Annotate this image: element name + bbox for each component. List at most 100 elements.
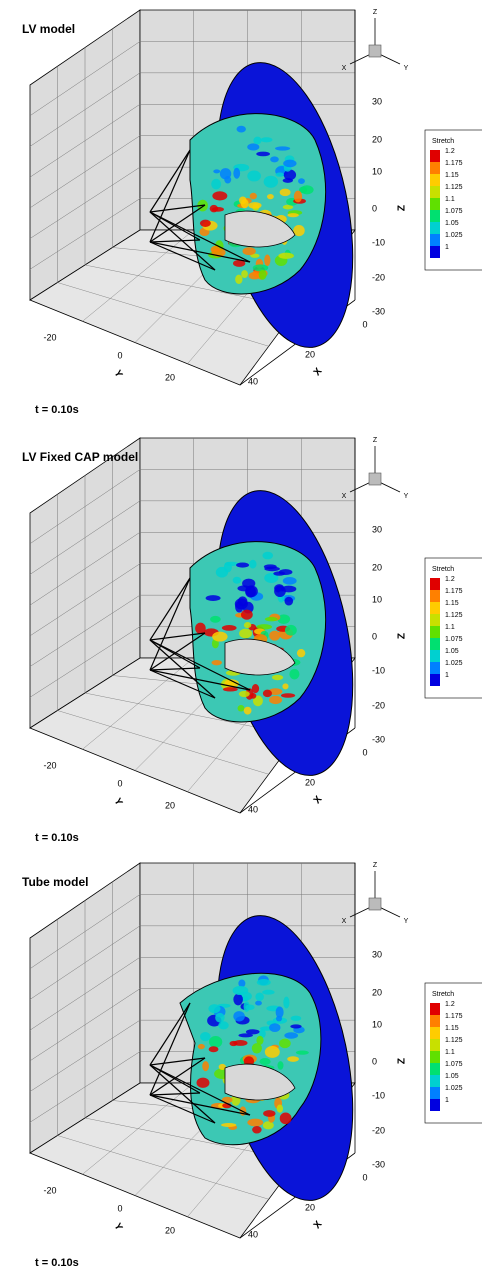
legend-label: 1.075 <box>445 208 463 215</box>
stretch-patch <box>239 691 250 697</box>
legend-swatch <box>430 674 440 686</box>
stretch-patch <box>237 126 246 133</box>
stretch-patch <box>237 585 250 591</box>
y-tick-label: 20 <box>165 372 175 382</box>
x-axis-label: X <box>312 1219 325 1231</box>
legend-swatch <box>430 1087 440 1099</box>
stretch-patch <box>252 1126 262 1134</box>
legend-swatch <box>430 1051 440 1063</box>
legend-swatch <box>430 638 440 650</box>
stretch-patch <box>298 178 305 184</box>
y-tick-label: 20 <box>165 800 175 810</box>
y-tick-label: -20 <box>43 332 56 342</box>
stretch-patch <box>245 1004 254 1010</box>
x-tick-label: 40 <box>248 1229 258 1239</box>
stretch-patch <box>221 1123 236 1127</box>
stretch-patch <box>200 220 211 227</box>
z-tick-label: 20 <box>372 987 382 997</box>
legend-swatch <box>430 198 440 210</box>
z-tick-label: -10 <box>372 1090 385 1100</box>
x-tick-label: 20 <box>305 349 315 359</box>
stretch-patch <box>261 137 273 142</box>
stretch-patch <box>253 137 261 145</box>
y-tick-label: -20 <box>43 1185 56 1195</box>
stretch-patch <box>244 622 251 628</box>
z-tick-label: 0 <box>372 631 377 641</box>
stretch-patch <box>212 207 224 212</box>
stretch-patch <box>276 1016 282 1022</box>
stretch-patch <box>212 191 227 200</box>
stretch-patch <box>287 213 298 217</box>
legend-swatch <box>430 662 440 674</box>
legend-swatch <box>430 590 440 602</box>
time-label: t = 0.10s <box>35 404 79 416</box>
triad-label: Y <box>404 493 409 500</box>
stretch-patch <box>275 146 290 150</box>
legend-label: 1.15 <box>445 600 459 607</box>
legend-swatch <box>430 578 440 590</box>
stretch-patch <box>210 616 221 623</box>
triad-label: X <box>342 493 347 500</box>
stretch-patch <box>269 631 280 641</box>
triad-label: Z <box>373 9 378 16</box>
stretch-patch <box>235 275 242 284</box>
legend-label: 1.125 <box>445 1037 463 1044</box>
legend-label: 1.075 <box>445 1061 463 1068</box>
legend-label: 1.05 <box>445 648 459 655</box>
stretch-patch <box>274 586 286 597</box>
stretch-patch <box>209 1046 219 1052</box>
z-axis-label: Z <box>397 1058 408 1064</box>
stretch-patch <box>238 1033 253 1037</box>
stretch-patch <box>198 1044 205 1049</box>
legend-label: 1 <box>445 244 449 251</box>
triad-cube <box>369 898 381 910</box>
stretch-patch <box>247 171 261 182</box>
stretch-patch <box>233 994 243 1006</box>
z-tick-label: -20 <box>372 1125 385 1135</box>
y-tick-label: 20 <box>165 1225 175 1235</box>
legend-label: 1.025 <box>445 660 463 667</box>
triad-label: Y <box>404 65 409 72</box>
triad-label: Z <box>373 862 378 869</box>
z-tick-label: 20 <box>372 562 382 572</box>
stretch-patch <box>283 178 293 183</box>
stretch-patch <box>285 597 294 606</box>
stretch-patch <box>263 1121 274 1129</box>
time-label: t = 0.10s <box>35 1257 79 1269</box>
z-tick-label: -20 <box>372 272 385 282</box>
stretch-patch <box>195 623 206 634</box>
legend-swatch <box>430 210 440 222</box>
stretch-patch <box>255 1001 262 1006</box>
stretch-patch <box>242 247 255 255</box>
stretch-patch <box>247 1119 263 1127</box>
stretch-patch <box>259 270 267 280</box>
legend-title: Stretch <box>432 566 454 573</box>
x-tick-label: 0 <box>362 319 367 329</box>
stretch-patch <box>294 191 302 203</box>
stretch-patch <box>267 194 274 199</box>
legend-title: Stretch <box>432 991 454 998</box>
stretch-patch <box>233 1011 245 1021</box>
stretch-patch <box>263 690 272 697</box>
stretch-patch <box>233 577 241 584</box>
triad-label: X <box>342 65 347 72</box>
triad-label: X <box>342 918 347 925</box>
stretch-patch <box>218 1021 228 1029</box>
legend-swatch <box>430 1003 440 1015</box>
stretch-patch <box>200 1032 211 1041</box>
stretch-patch <box>296 1051 309 1055</box>
y-tick-label: 0 <box>117 350 122 360</box>
stretch-patch <box>250 693 256 699</box>
legend-label: 1.175 <box>445 588 463 595</box>
stretch-patch <box>289 669 299 680</box>
stretch-patch <box>236 563 249 568</box>
legend-label: 1.1 <box>445 1049 455 1056</box>
panel-title: LV model <box>22 22 75 36</box>
stretch-patch <box>233 168 240 179</box>
z-tick-label: -20 <box>372 700 385 710</box>
stretch-patch <box>202 1061 209 1071</box>
legend-label: 1.1 <box>445 624 455 631</box>
stretch-patch <box>249 560 256 569</box>
stretch-patch <box>264 254 270 266</box>
